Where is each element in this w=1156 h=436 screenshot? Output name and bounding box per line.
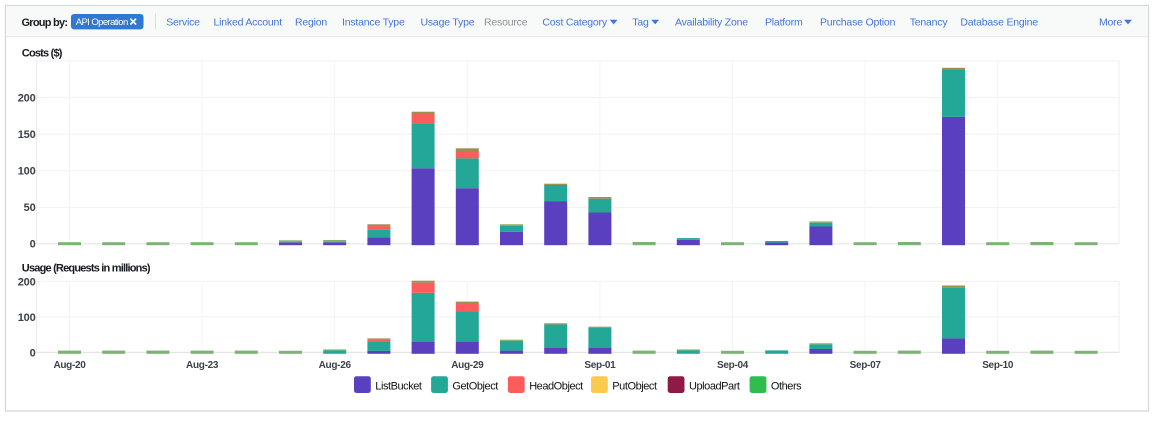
svg-text:Resource: Resource <box>484 16 528 28</box>
svg-text:Cost Category: Cost Category <box>542 16 607 28</box>
svg-text:100: 100 <box>18 166 36 178</box>
svg-text:Group by:: Group by: <box>22 17 68 29</box>
svg-text:Platform: Platform <box>765 16 803 28</box>
svg-text:Usage (Requests in millions): Usage (Requests in millions) <box>22 263 151 275</box>
svg-text:PutObject: PutObject <box>612 381 657 393</box>
svg-text:Region: Region <box>295 16 327 28</box>
svg-text:Costs ($): Costs ($) <box>22 48 63 60</box>
svg-text:Purchase Option: Purchase Option <box>820 16 896 28</box>
svg-text:100: 100 <box>18 312 36 324</box>
svg-text:UploadPart: UploadPart <box>689 381 740 393</box>
svg-text:API Operation: API Operation <box>76 17 128 28</box>
svg-text:Availability Zone: Availability Zone <box>675 16 748 28</box>
svg-text:Tenancy: Tenancy <box>910 16 949 28</box>
svg-text:GetObject: GetObject <box>452 381 498 393</box>
svg-text:Aug-29: Aug-29 <box>451 360 484 371</box>
svg-text:Sep-04: Sep-04 <box>717 360 749 371</box>
svg-text:Sep-10: Sep-10 <box>982 360 1014 371</box>
svg-text:ListBucket: ListBucket <box>375 381 422 393</box>
svg-text:Usage Type: Usage Type <box>421 16 475 28</box>
svg-text:Sep-07: Sep-07 <box>850 360 882 371</box>
svg-text:Sep-01: Sep-01 <box>584 360 616 371</box>
svg-text:HeadObject: HeadObject <box>529 381 583 393</box>
svg-text:Aug-26: Aug-26 <box>319 360 352 371</box>
svg-text:Instance Type: Instance Type <box>342 16 405 28</box>
svg-text:More: More <box>1099 16 1122 28</box>
svg-text:Aug-23: Aug-23 <box>186 360 219 371</box>
svg-text:200: 200 <box>18 276 36 288</box>
svg-text:Database Engine: Database Engine <box>960 16 1038 28</box>
svg-text:200: 200 <box>18 93 36 105</box>
svg-text:Service: Service <box>166 16 200 28</box>
svg-text:0: 0 <box>30 347 36 359</box>
svg-text:Linked Account: Linked Account <box>214 16 283 28</box>
svg-text:0: 0 <box>30 239 36 251</box>
svg-text:Aug-20: Aug-20 <box>53 360 86 371</box>
svg-text:150: 150 <box>18 129 36 141</box>
svg-text:Tag: Tag <box>632 16 649 28</box>
svg-text:Others: Others <box>771 381 802 393</box>
svg-text:50: 50 <box>24 202 36 214</box>
